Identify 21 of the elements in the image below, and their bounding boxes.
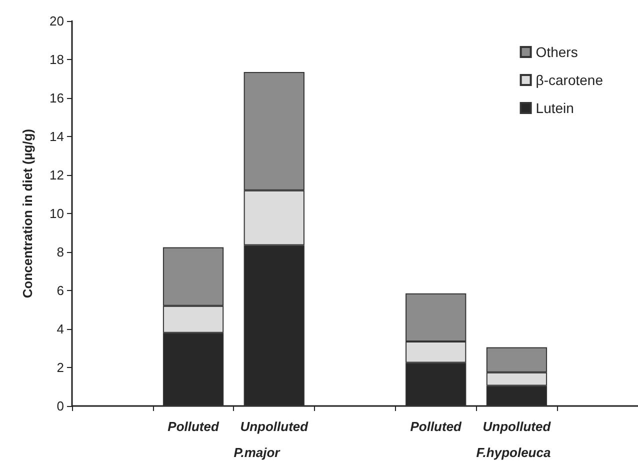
y-tick-label: 12 bbox=[50, 168, 64, 182]
y-axis-title: Concentration in diet (µg/g) bbox=[20, 128, 35, 298]
x-tick-label: Polluted bbox=[410, 419, 463, 434]
legend-label: Others bbox=[536, 44, 578, 60]
x-tick-label: Polluted bbox=[168, 419, 220, 434]
y-tick-label: 8 bbox=[56, 244, 64, 260]
y-tick-label: 4 bbox=[56, 322, 64, 336]
x-tick-label: Unpolluted bbox=[482, 419, 552, 434]
text: P.major bbox=[234, 445, 281, 460]
y-tick-label: 0 bbox=[56, 398, 64, 414]
x-tick-label: Unpolluted bbox=[240, 419, 310, 434]
legend-label: β-carotene bbox=[536, 72, 604, 88]
y-tick-label: 18 bbox=[50, 52, 64, 67]
y-tick-label: 20 bbox=[50, 14, 64, 28]
y-tick-label: 16 bbox=[50, 90, 64, 106]
y-tick-label: 2 bbox=[56, 360, 64, 375]
legend-label: Lutein bbox=[536, 100, 574, 116]
text: F.hypoleuca bbox=[476, 445, 551, 460]
y-tick-label: 14 bbox=[50, 129, 64, 144]
y-tick-label: 10 bbox=[50, 206, 64, 221]
y-tick-label: 6 bbox=[56, 283, 64, 298]
